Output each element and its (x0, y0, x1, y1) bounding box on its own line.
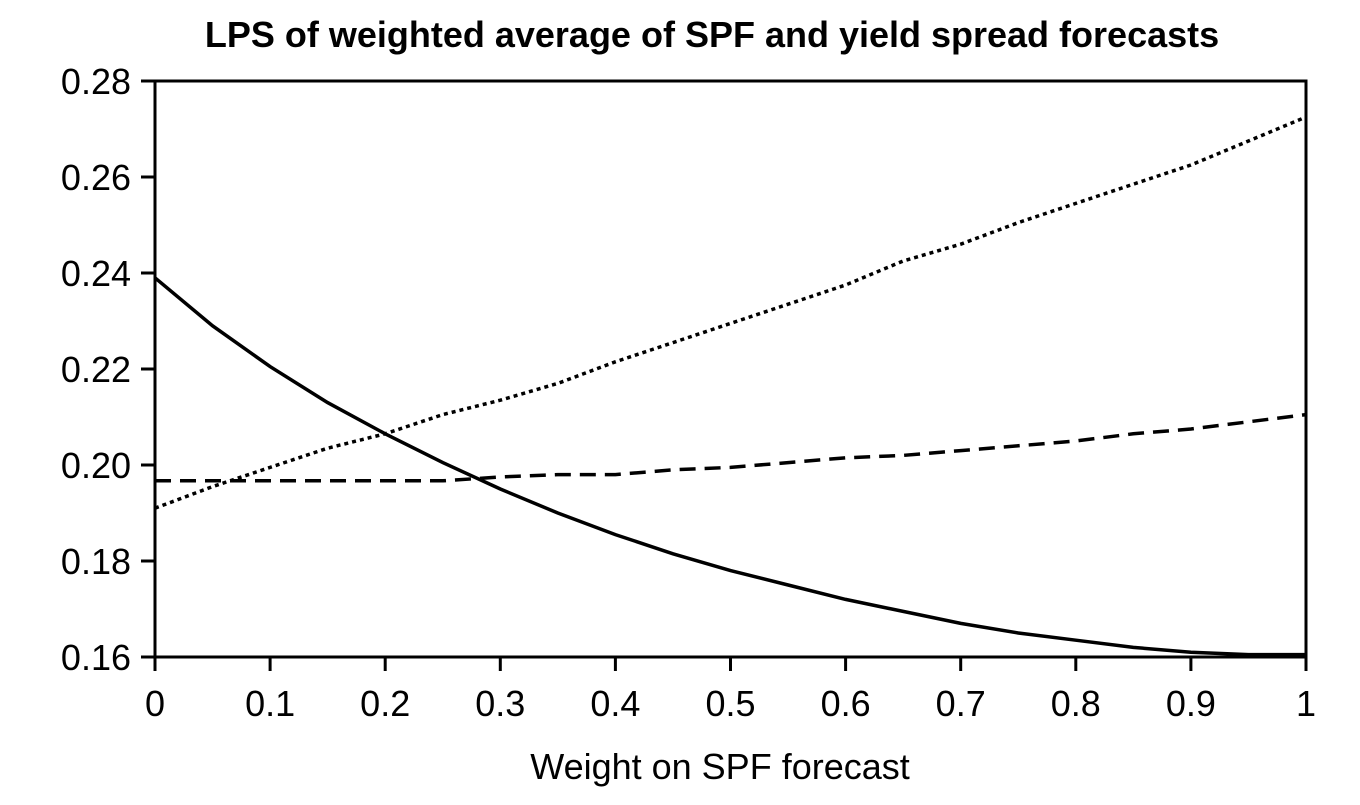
x-axis-label: Weight on SPF forecast (530, 746, 910, 787)
series-layer (153, 115, 1307, 657)
x-tick-label: 0.7 (936, 683, 986, 724)
y-tick-label: 0.22 (61, 349, 131, 390)
series-line-solid (153, 276, 1306, 657)
series-line-dashed (155, 412, 1307, 483)
x-tick-label: 0.2 (360, 683, 410, 724)
y-tick-label: 0.26 (61, 157, 131, 198)
y-tick-label: 0.24 (61, 253, 131, 294)
x-tick-label: 0.9 (1166, 683, 1216, 724)
y-tick-label: 0.28 (61, 61, 131, 102)
chart-title: LPS of weighted average of SPF and yield… (205, 14, 1219, 55)
y-tick-label: 0.20 (61, 445, 131, 486)
series-line-dotted (154, 115, 1307, 510)
x-tick-label: 0.5 (705, 683, 755, 724)
x-tick-label: 0.8 (1051, 683, 1101, 724)
x-tick-label: 0.4 (590, 683, 640, 724)
x-tick-label: 0.3 (475, 683, 525, 724)
x-tick-label: 0.6 (821, 683, 871, 724)
y-tick-label: 0.16 (61, 637, 131, 678)
x-tick-label: 1 (1296, 683, 1316, 724)
y-tick-label: 0.18 (61, 541, 131, 582)
x-axis: 0 0.1 0.2 0.3 0.4 0.5 0.6 0.7 0.8 0.9 1 (145, 657, 1316, 724)
y-axis: 0.16 0.18 0.20 0.22 0.24 0.26 0.28 (61, 61, 155, 678)
x-tick-label: 0.1 (245, 683, 295, 724)
x-tick-label: 0 (145, 683, 165, 724)
